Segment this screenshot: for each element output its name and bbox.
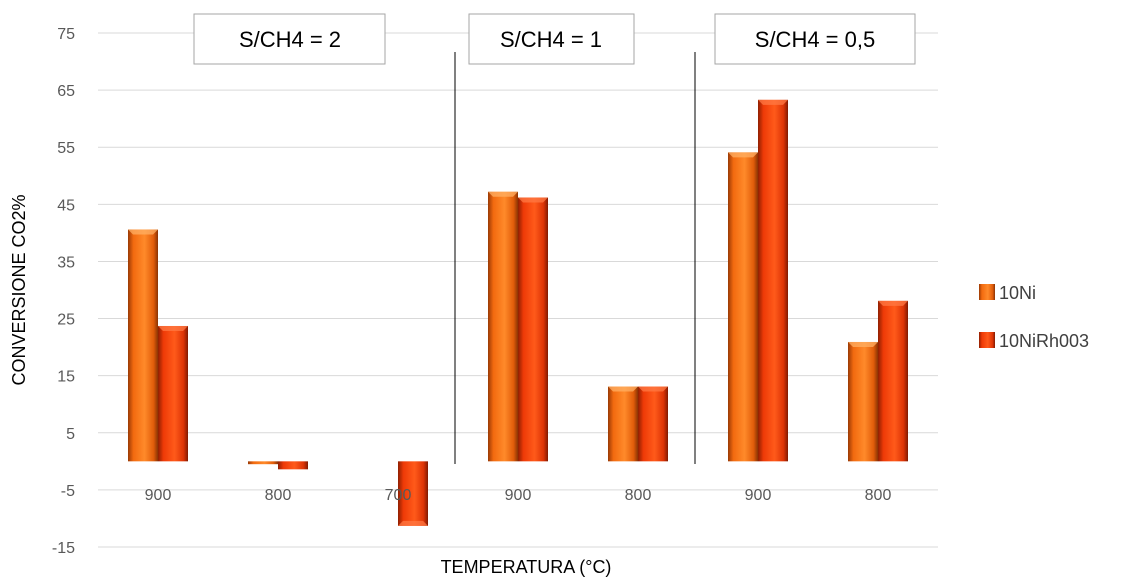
bar-10nirh003-4 [638,386,668,462]
bar-10nirh003-3 [518,197,548,462]
y-axis-title: CONVERSIONE CO2% [9,194,29,385]
bar-body-0-0 [128,229,158,462]
bar-cap-0-3 [488,191,518,197]
bar-cap-0-6 [848,341,878,347]
x-tick-label-6: 800 [865,487,892,504]
bar-body-1-1 [278,461,308,470]
bar-body-0-6 [848,341,878,462]
x-axis-ticks: 900 800 700 900 800 900 800 [145,487,892,504]
bar-cap-0-4 [608,386,638,392]
y-tick-label-0: 75 [57,26,75,43]
bar-10nirh003-1 [278,461,308,470]
y-tick-label-7: 5 [66,426,75,443]
bar-10ni-0 [128,229,158,462]
bar-body-0-1 [248,461,278,465]
bar-body-0-5 [728,152,758,462]
bar-body-1-2 [398,461,428,526]
group-label-text-2: S/CH4 = 0,5 [755,27,875,52]
bar-10nirh003-5 [758,99,788,462]
x-tick-label-4: 800 [625,487,652,504]
bar-cap-1-2 [398,520,428,526]
bar-10ni-6 [848,341,878,462]
bar-cap-0-5 [728,152,758,158]
bar-cap-0-0 [128,229,158,235]
group-label-1: S/CH4 = 1 [468,13,635,65]
y-tick-label-3: 45 [57,197,75,214]
bar-10nirh003-0 [158,325,188,462]
legend-swatch-10ni [979,284,995,300]
y-tick-label-9: -15 [52,540,75,557]
y-axis-ticks: 75 65 55 45 35 25 15 5 -5 -15 [52,26,75,557]
bar-10ni-5 [728,152,758,462]
group-label-2: S/CH4 = 0,5 [714,13,916,65]
x-tick-label-0: 900 [145,487,172,504]
x-tick-label-2: 700 [385,487,412,504]
bar-cap-1-4 [638,386,668,392]
bar-10ni-1 [248,461,278,465]
legend-swatch-10nirh003 [979,332,995,348]
bar-body-0-3 [488,191,518,462]
x-tick-label-1: 800 [265,487,292,504]
y-tick-label-4: 35 [57,254,75,271]
y-tick-label-1: 65 [57,83,75,100]
bar-body-1-3 [518,197,548,462]
y-tick-label-6: 15 [57,369,75,386]
group-label-0: S/CH4 = 2 [193,13,386,65]
bar-body-1-6 [878,300,908,462]
legend-label-10ni: 10Ni [999,283,1036,303]
bar-10ni-3 [488,191,518,462]
bar-cap-1-6 [878,300,908,306]
legend: 10Ni 10NiRh003 [979,283,1089,351]
bar-10ni-4 [608,386,638,462]
group-label-text-1: S/CH4 = 1 [500,27,602,52]
bar-body-1-4 [638,386,668,462]
bar-cap-1-3 [518,197,548,203]
x-tick-label-3: 900 [505,487,532,504]
y-tick-label-8: -5 [61,483,75,500]
bar-10nirh003-2 [398,461,428,526]
bar-cap-1-5 [758,99,788,105]
group-label-text-0: S/CH4 = 2 [239,27,341,52]
bar-body-1-0 [158,325,188,462]
y-tick-label-2: 55 [57,140,75,157]
x-axis-title: TEMPERATURA (°C) [441,557,612,577]
x-tick-label-5: 900 [745,487,772,504]
bar-body-1-5 [758,99,788,462]
bar-10nirh003-6 [878,300,908,462]
y-tick-label-5: 25 [57,312,75,329]
bars [128,99,908,526]
group-separators [454,52,696,464]
bar-body-0-4 [608,386,638,462]
bar-cap-1-0 [158,325,188,331]
legend-label-10nirh003: 10NiRh003 [999,331,1089,351]
